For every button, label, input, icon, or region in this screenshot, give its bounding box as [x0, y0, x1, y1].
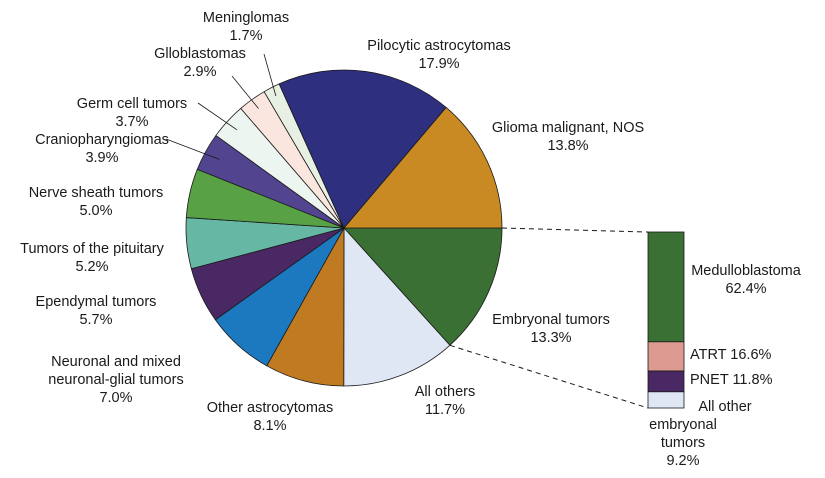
label-line: Germ cell tumors — [77, 96, 187, 112]
slice-labels: Embryonal tumors 13.3% All others 11.7% Othe… — [20, 10, 644, 434]
label-line: Medulloblastoma — [691, 263, 802, 279]
leader-meninglomas — [263, 53, 277, 97]
label-line: Nerve sheath tumors — [29, 185, 164, 201]
label-line: Tumors of the pituitary — [20, 241, 164, 257]
label-line: tumors — [661, 435, 705, 451]
label-craniopharyngiomas: Craniopharyngiomas 3.9% — [35, 132, 169, 166]
connector-top — [501, 227, 649, 233]
label-nerve-sheath-tumors: Nerve sheath tumors 5.0% — [29, 185, 164, 219]
label-embryonal-tumors: Embryonal tumors 13.3% — [492, 312, 610, 346]
segment-atrt — [647, 341, 685, 372]
leader-craniopharyngiomas — [165, 138, 220, 160]
label-line: 9.2% — [666, 453, 699, 469]
label-line: Meninglomas — [203, 10, 289, 26]
label-pilocytic-astrocytomas: Pilocytic astrocytomas 17.9% — [367, 38, 510, 72]
label-line: 5.0% — [79, 203, 112, 219]
label-line: Pilocytic astrocytomas — [367, 38, 510, 54]
label-ependymal-tumors: Ependymal tumors 5.7% — [36, 294, 157, 328]
label-leader-lines — [165, 53, 277, 160]
label-neuronal-and-mixed-neuronal-glial-tumors: Neuronal and mixed neuronal-glial tumors 7… — [48, 354, 183, 406]
label-medulloblastoma: Medulloblastoma 62.4% — [691, 263, 802, 297]
pie-to-bar-connectors — [449, 227, 649, 409]
label-line: Glioma malignant, NOS — [492, 120, 644, 136]
label-line: 2.9% — [183, 64, 216, 80]
label-line: 13.3% — [530, 330, 571, 346]
label-line: Neuronal and mixed — [51, 354, 181, 370]
label-line: 3.7% — [115, 114, 148, 130]
label-line: 5.7% — [79, 312, 112, 328]
label-atrt: ATRT 16.6% — [690, 347, 772, 363]
pie-slices — [185, 69, 503, 387]
label-line: 62.4% — [725, 281, 766, 297]
label-pnet: PNET 11.8% — [690, 372, 773, 388]
segment-pnet — [647, 370, 685, 393]
leader-germ-cell-tumors — [197, 102, 238, 131]
label-line: 5.2% — [75, 259, 108, 275]
label-other-astrocytomas: Other astrocytomas 8.1% — [207, 400, 334, 434]
connector-bottom — [449, 344, 649, 409]
label-tumors-of-the-pituitary: Tumors of the pituitary 5.2% — [20, 241, 164, 275]
label-line: PNET 11.8% — [690, 372, 773, 388]
label-line: Ependymal tumors — [36, 294, 157, 310]
label-glioblastomas: Glloblastomas 2.9% — [154, 46, 246, 80]
slice-pilocytic-astrocytomas — [278, 69, 447, 229]
segment-medulloblastoma — [647, 231, 685, 343]
label-line: 17.9% — [418, 56, 459, 72]
label-all-others: All others 11.7% — [415, 384, 475, 418]
label-line: embryonal — [649, 417, 717, 433]
label-germ-cell-tumors: Germ cell tumors 3.7% — [77, 96, 187, 130]
label-line: Glloblastomas — [154, 46, 246, 62]
label-line: 13.8% — [547, 138, 588, 154]
embryonal-breakdown-bar — [647, 231, 685, 409]
label-line: 11.7% — [425, 402, 465, 418]
label-line: All others — [415, 384, 475, 400]
slice-glioma-malignant-nos — [343, 106, 503, 229]
label-line: 1.7% — [229, 28, 262, 44]
label-line: All other — [698, 399, 751, 415]
label-meninglomas: Meninglomas 1.7% — [203, 10, 289, 44]
slice-embryonal-tumors — [343, 227, 503, 346]
segment-all-other-embryonal-tumors — [647, 391, 685, 409]
embryonal-breakdown-labels: Medulloblastoma 62.4% ATRT 16.6% PNET 11.8%… — [649, 263, 802, 469]
label-line: 3.9% — [85, 150, 118, 166]
label-line: Craniopharyngiomas — [35, 132, 169, 148]
label-line: Other astrocytomas — [207, 400, 334, 416]
label-glioma-malignant-nos: Glioma malignant, NOS 13.8% — [492, 120, 644, 154]
label-line: 7.0% — [99, 390, 132, 406]
label-line: Embryonal tumors — [492, 312, 610, 328]
leader-glioblastomas — [231, 75, 259, 109]
label-line: 8.1% — [253, 418, 286, 434]
label-all-other-embryonal-tumors: All other embryonal tumors 9.2% — [649, 399, 752, 469]
label-line: neuronal-glial tumors — [48, 372, 183, 388]
label-line: ATRT 16.6% — [690, 347, 772, 363]
slice-all-others — [343, 226, 451, 387]
